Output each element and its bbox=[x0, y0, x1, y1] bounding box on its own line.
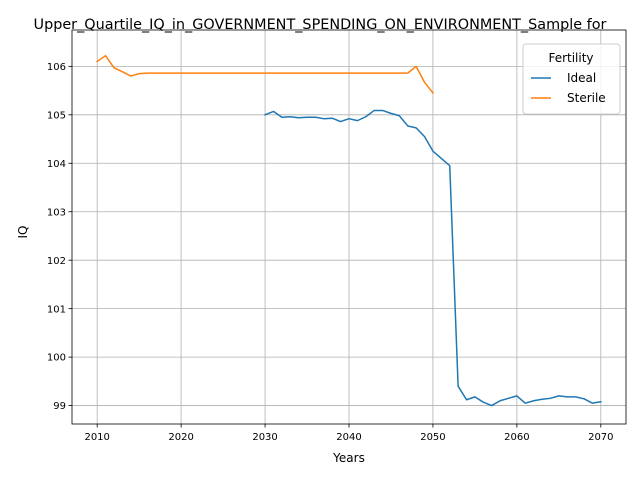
y-tick-label: 102 bbox=[47, 256, 66, 267]
axis-ticks: 2010 2020 2030 2040 2050 2060 2070 99 100 101 102 1… bbox=[47, 62, 614, 443]
x-tick-label: 2040 bbox=[336, 432, 361, 443]
y-tick-label: 100 bbox=[47, 353, 66, 364]
x-tick-label: 2070 bbox=[588, 432, 613, 443]
legend-label-sterile: Sterile bbox=[567, 91, 606, 105]
series-line-sterile bbox=[96, 54, 434, 95]
y-tick-label: 106 bbox=[47, 62, 66, 73]
x-tick-label: 2020 bbox=[168, 432, 193, 443]
series-lines bbox=[96, 54, 602, 407]
legend-box bbox=[522, 43, 621, 115]
legend: Fertility Ideal Sterile bbox=[522, 43, 621, 115]
y-tick-label: 104 bbox=[47, 159, 66, 170]
x-tick-label: 2060 bbox=[504, 432, 529, 443]
x-tick-label: 2010 bbox=[84, 432, 109, 443]
y-tick-label: 105 bbox=[47, 110, 66, 121]
legend-title: Fertility bbox=[548, 51, 593, 65]
y-tick-label: 99 bbox=[53, 401, 66, 412]
legend-label-ideal: Ideal bbox=[567, 71, 596, 85]
y-axis-label: IQ bbox=[16, 226, 30, 239]
y-tick-label: 103 bbox=[47, 207, 66, 218]
x-axis-label: Years bbox=[332, 451, 365, 465]
x-tick-label: 2030 bbox=[252, 432, 277, 443]
x-tick-label: 2050 bbox=[420, 432, 445, 443]
y-tick-label: 101 bbox=[47, 304, 66, 315]
series-line-ideal bbox=[264, 109, 602, 407]
chart-title: Upper_Quartile_IQ_in_GOVERNMENT_SPENDING… bbox=[34, 17, 607, 33]
grid bbox=[72, 30, 626, 424]
